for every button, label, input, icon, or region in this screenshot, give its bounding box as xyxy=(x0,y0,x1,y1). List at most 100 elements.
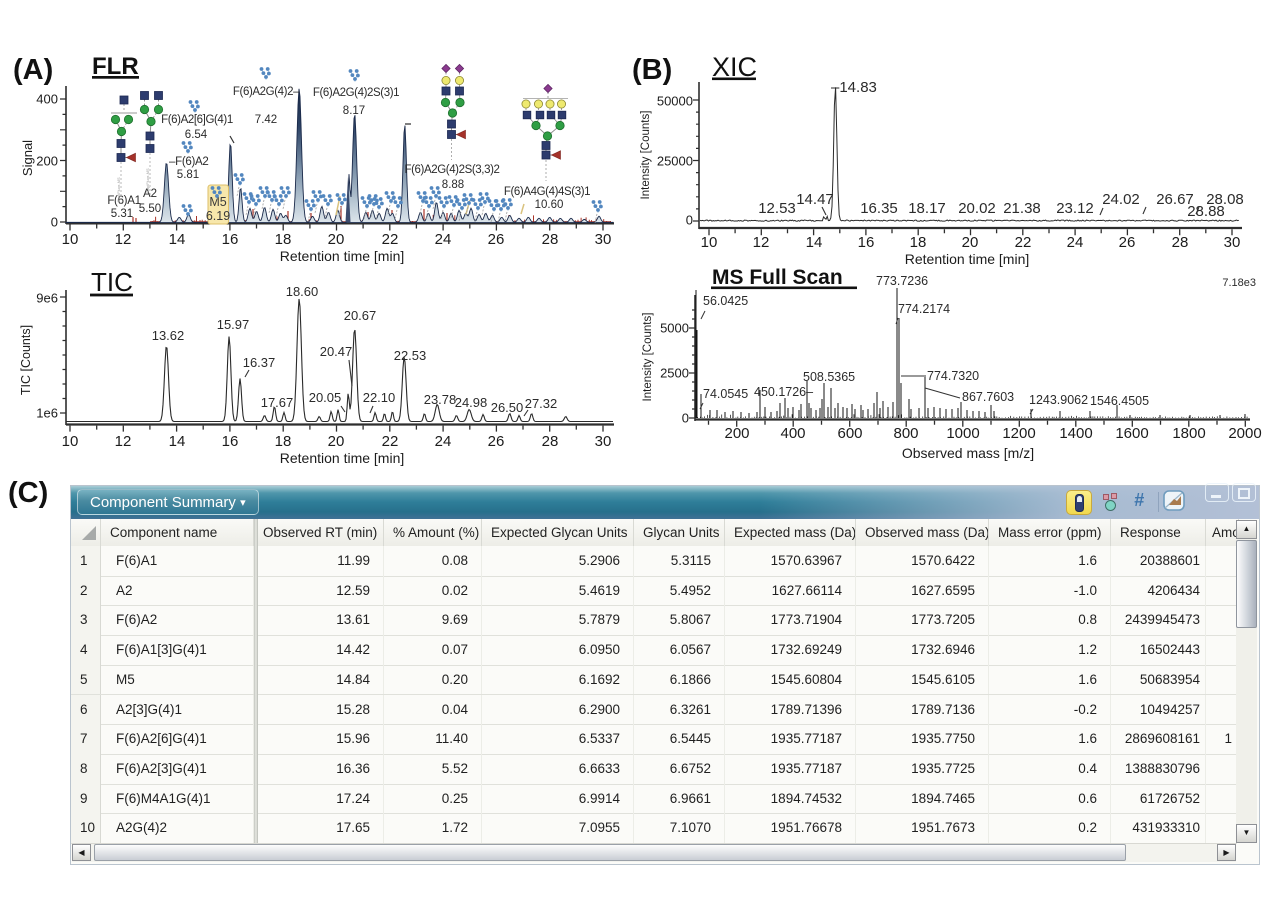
svg-text:1243.9062: 1243.9062 xyxy=(1029,393,1088,407)
svg-text:Intensity [Counts]: Intensity [Counts] xyxy=(642,313,654,402)
svg-text:18: 18 xyxy=(275,433,292,450)
svg-text:10.60: 10.60 xyxy=(535,199,564,211)
svg-text:5.81: 5.81 xyxy=(177,169,199,181)
svg-text:F(6)A2G(4)2–: F(6)A2G(4)2– xyxy=(233,86,300,98)
svg-text:20: 20 xyxy=(328,433,345,450)
svg-text:28.88: 28.88 xyxy=(1187,203,1225,220)
svg-text:10: 10 xyxy=(62,433,79,450)
svg-text:Intensity [Counts]: Intensity [Counts] xyxy=(640,111,652,200)
svg-text:28: 28 xyxy=(542,433,559,450)
svg-text:23.12: 23.12 xyxy=(1056,200,1094,217)
svg-text:(A): (A) xyxy=(13,54,53,86)
svg-text:14: 14 xyxy=(169,231,186,248)
svg-text:867.7603: 867.7603 xyxy=(962,390,1014,404)
svg-text:13.62: 13.62 xyxy=(152,328,185,343)
svg-text:22.10: 22.10 xyxy=(363,390,396,405)
svg-text:7.42: 7.42 xyxy=(255,114,277,126)
svg-text:26.67: 26.67 xyxy=(1156,191,1194,208)
svg-text:20.67: 20.67 xyxy=(344,308,377,323)
svg-text:TIC [Counts]: TIC [Counts] xyxy=(19,325,33,395)
svg-text:17.67: 17.67 xyxy=(261,395,294,410)
svg-text:27.32: 27.32 xyxy=(525,396,558,411)
svg-text:6.19: 6.19 xyxy=(206,209,230,223)
svg-text:14.47: 14.47 xyxy=(796,191,834,208)
svg-text:450.1726–: 450.1726– xyxy=(754,385,813,399)
svg-text:28: 28 xyxy=(1172,234,1189,251)
svg-text:22: 22 xyxy=(382,231,399,248)
svg-text:5.50: 5.50 xyxy=(139,203,161,215)
svg-text:MS Full Scan: MS Full Scan xyxy=(712,266,843,289)
svg-text:(C): (C) xyxy=(8,477,48,509)
svg-text:FLR: FLR xyxy=(92,53,139,80)
svg-text:6.54: 6.54 xyxy=(185,129,208,141)
svg-text:26: 26 xyxy=(488,433,505,450)
svg-text:TIC: TIC xyxy=(91,267,133,297)
svg-text:24: 24 xyxy=(435,433,452,450)
svg-text:23.78: 23.78 xyxy=(424,392,457,407)
svg-text:16.35: 16.35 xyxy=(860,200,898,217)
svg-text:50000: 50000 xyxy=(657,94,693,109)
svg-text:8.88: 8.88 xyxy=(442,179,464,191)
svg-text:508.5365: 508.5365 xyxy=(803,370,855,384)
svg-text:20: 20 xyxy=(328,231,345,248)
svg-text:18: 18 xyxy=(275,231,292,248)
svg-text:(B): (B) xyxy=(632,54,672,86)
svg-text:M5: M5 xyxy=(209,195,226,209)
svg-text:16: 16 xyxy=(858,234,875,251)
svg-text:0: 0 xyxy=(686,213,693,228)
svg-text:F(6)A2G(4)2S(3,3)2: F(6)A2G(4)2S(3,3)2 xyxy=(404,164,499,176)
svg-text:30: 30 xyxy=(595,433,612,450)
svg-text:0: 0 xyxy=(51,215,58,230)
svg-text:–F(6)A2: –F(6)A2 xyxy=(169,156,208,168)
svg-text:1400: 1400 xyxy=(1059,425,1092,442)
svg-text:774.2174: 774.2174 xyxy=(898,302,950,316)
svg-text:14: 14 xyxy=(806,234,823,251)
svg-text:24.98: 24.98 xyxy=(455,395,488,410)
svg-text:14: 14 xyxy=(169,433,186,450)
svg-text:12.53: 12.53 xyxy=(758,200,796,217)
svg-text:600: 600 xyxy=(837,425,862,442)
svg-text:7.18e3: 7.18e3 xyxy=(1222,277,1256,289)
svg-text:22: 22 xyxy=(382,433,399,450)
svg-text:F(6)A1: F(6)A1 xyxy=(107,195,140,207)
svg-text:773.7236: 773.7236 xyxy=(876,274,928,288)
svg-text:10: 10 xyxy=(62,231,79,248)
svg-text:1600: 1600 xyxy=(1115,425,1148,442)
svg-text:20: 20 xyxy=(962,234,979,251)
svg-text:Retention time [min]: Retention time [min] xyxy=(280,248,405,264)
svg-text:16: 16 xyxy=(222,433,239,450)
svg-text:24: 24 xyxy=(435,231,452,248)
svg-text:12: 12 xyxy=(115,231,132,248)
svg-text:30: 30 xyxy=(1224,234,1241,251)
svg-text:15.97: 15.97 xyxy=(217,317,250,332)
svg-text:56.0425: 56.0425 xyxy=(703,294,748,308)
svg-text:–14.83: –14.83 xyxy=(831,79,877,96)
svg-text:400: 400 xyxy=(780,425,805,442)
svg-text:26.50: 26.50 xyxy=(491,400,524,415)
svg-text:F(6)A2G(4)2S(3)1: F(6)A2G(4)2S(3)1 xyxy=(313,87,399,99)
svg-text:22: 22 xyxy=(1015,234,1032,251)
svg-text:1e6: 1e6 xyxy=(36,406,58,421)
svg-text:20.05: 20.05 xyxy=(309,390,342,405)
svg-text:24: 24 xyxy=(1067,234,1084,251)
svg-text:21.38: 21.38 xyxy=(1003,200,1041,217)
svg-text:Retention time [min]: Retention time [min] xyxy=(905,251,1030,267)
svg-text:200: 200 xyxy=(36,154,58,169)
svg-text:16: 16 xyxy=(222,231,239,248)
svg-text:F(6)A2[6]G(4)1: F(6)A2[6]G(4)1 xyxy=(161,114,233,126)
svg-text:12: 12 xyxy=(753,234,770,251)
svg-text:2500: 2500 xyxy=(660,366,689,381)
svg-text:24.02: 24.02 xyxy=(1102,191,1140,208)
svg-text:800: 800 xyxy=(893,425,918,442)
svg-text:Observed mass [m/z]: Observed mass [m/z] xyxy=(902,445,1034,461)
svg-text:XIC: XIC xyxy=(712,52,757,82)
svg-text:200: 200 xyxy=(724,425,749,442)
svg-text:9e6: 9e6 xyxy=(36,291,58,306)
svg-text:RapiFluor-MS: RapiFluor-MS xyxy=(116,177,121,202)
svg-text:774.7320: 774.7320 xyxy=(927,369,979,383)
svg-text:12: 12 xyxy=(115,433,132,450)
svg-text:18.60: 18.60 xyxy=(286,284,319,299)
svg-text:26: 26 xyxy=(1119,234,1136,251)
svg-text:26: 26 xyxy=(488,231,505,248)
svg-text:25000: 25000 xyxy=(657,154,693,169)
